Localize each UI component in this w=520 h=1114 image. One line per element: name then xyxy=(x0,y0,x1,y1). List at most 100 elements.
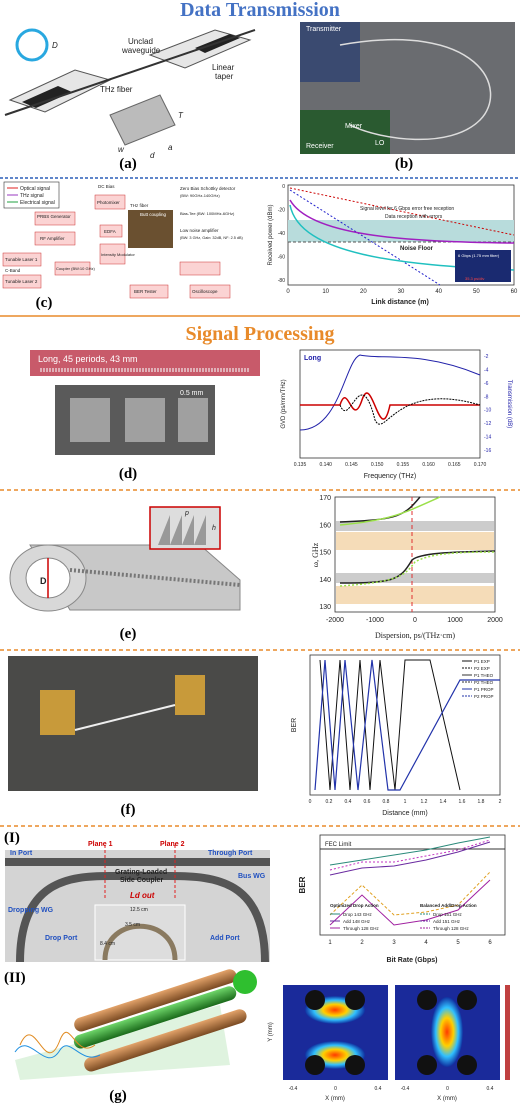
tick-label: 0.2 xyxy=(326,799,333,805)
text: 3.5 cm xyxy=(125,922,140,928)
band xyxy=(288,220,514,242)
tick-label: 0.4 xyxy=(375,1086,382,1092)
tick-label: 3 xyxy=(392,940,396,946)
band xyxy=(336,573,494,583)
panel-g-rods: (II) (g) xyxy=(4,969,257,1104)
tick-label: 0.8 xyxy=(383,799,390,805)
curve xyxy=(329,871,491,916)
text: D xyxy=(40,576,47,586)
text: Plane 2 xyxy=(160,841,185,848)
curve xyxy=(329,839,491,871)
photo-part xyxy=(40,690,75,735)
text: Photomixer xyxy=(97,200,120,205)
block xyxy=(129,284,169,299)
axis-label: BER xyxy=(298,876,307,893)
curve xyxy=(314,659,500,791)
legend-label: P1 PROP xyxy=(474,687,494,692)
legend-label: P1 EXP xyxy=(474,659,490,664)
text: Data reception with errors xyxy=(385,214,443,220)
tick-label: -14 xyxy=(484,435,491,441)
rod xyxy=(73,986,237,1049)
axis-label: X (mm) xyxy=(325,1096,345,1102)
text: w xyxy=(118,145,125,154)
text: Balanced Add/Drop Action xyxy=(420,903,477,908)
text: Noise Floor xyxy=(400,246,434,252)
panel-g-ber: FEC Limit BER Bit Rate (Gbps) Optimized … xyxy=(298,834,506,964)
text: Unclad xyxy=(128,37,153,46)
axis-label: Frequency (THz) xyxy=(364,473,417,480)
hot-spot xyxy=(431,997,463,1067)
axis-label: Link distance (m) xyxy=(371,299,429,306)
tick-label: 0.155 xyxy=(397,462,410,468)
tick-labels: 0 10 20 30 40 50 600-20-40-60-800.135 0.140 0.14… xyxy=(278,184,518,1092)
tick-label: 40 xyxy=(435,289,442,295)
fiber-cross-section xyxy=(15,28,49,62)
panel-b: Transmitter Receiver Mixer LO (b) xyxy=(300,22,515,172)
text: In Port xyxy=(10,850,33,857)
text: THz signal xyxy=(20,193,44,199)
tick-label: 1000 xyxy=(447,617,463,624)
text: 12.5 cm xyxy=(130,907,148,913)
panel-label: (c) xyxy=(36,295,53,311)
panel-label: (b) xyxy=(395,156,413,172)
text: Add Port xyxy=(210,935,240,942)
tick-label: 0.140 xyxy=(319,462,332,468)
taper xyxy=(22,86,72,108)
rod-section xyxy=(345,1055,365,1075)
tick-label: -2 xyxy=(484,354,489,360)
text: Drop Port xyxy=(45,935,78,942)
legend-label: Drop 151 GHz xyxy=(433,912,463,917)
text: PRBS Generator xyxy=(37,214,71,219)
pulse xyxy=(14,1045,101,1059)
axis-label: Transmission (dB) xyxy=(506,380,512,428)
panel-d: Long, 45 periods, 43 mm 0.5 mm (d) Long … xyxy=(30,349,512,482)
axis-label: X (mm) xyxy=(437,1096,457,1102)
tick-label: -80 xyxy=(278,278,285,284)
bus-wg xyxy=(5,858,270,866)
tick-label: 1.6 xyxy=(459,799,466,805)
text: Optical signal xyxy=(20,186,50,192)
legend-label: P2 PROP xyxy=(474,694,494,699)
axis-label: Dispersion, ps/(THz·cm) xyxy=(375,631,455,640)
panel-label: (e) xyxy=(120,626,137,642)
text: Signal level for 6 Gbps error free recep… xyxy=(360,206,454,212)
text: d xyxy=(150,151,155,160)
block xyxy=(99,224,123,238)
text: Low noise amplifier xyxy=(180,228,219,233)
text: THz fiber xyxy=(130,203,149,208)
text: EDFA xyxy=(104,229,116,234)
axis-label: GVD (ps/mm/THz) xyxy=(281,379,287,428)
text: Long xyxy=(304,355,321,362)
dropping-wg xyxy=(16,872,269,963)
axis-label: Bit Rate (Gbps) xyxy=(387,957,438,964)
text: RF Amplifier xyxy=(40,236,65,241)
panel-g-field: Y (mm) X (mm) X (mm) xyxy=(268,985,510,1102)
tick-label: 2000 xyxy=(487,617,503,624)
tick-label: 160 xyxy=(319,522,331,529)
text: FEC Limit xyxy=(325,842,352,848)
tick-label: 140 xyxy=(319,577,331,584)
tick-label: 1.4 xyxy=(440,799,447,805)
mode xyxy=(233,970,257,994)
tick-label: 1 xyxy=(328,940,332,946)
band xyxy=(336,532,494,550)
legend-label: Drop 143 GHz xyxy=(343,912,373,917)
photo-part xyxy=(300,22,360,82)
tick-label: 0 xyxy=(286,289,290,295)
text: 6 Gbps (1.75 mm fiber) xyxy=(458,253,500,258)
tick-label: 1.2 xyxy=(421,799,428,805)
text: Long, 45 periods, 43 mm xyxy=(38,354,138,364)
text: Plane 1 xyxy=(88,841,113,848)
block xyxy=(54,261,91,276)
text: (BW: 3 GHz, Gain: 32dB, NF: 2.5 dB) xyxy=(180,236,244,240)
tick-label: 4 xyxy=(424,940,428,946)
tick-label: -20 xyxy=(278,208,285,214)
text: C-Band xyxy=(5,268,21,273)
rod-section xyxy=(345,990,365,1010)
text: Mixer xyxy=(345,123,363,130)
curve xyxy=(339,551,496,587)
rod-section xyxy=(457,990,477,1010)
text: Transmitter xyxy=(306,26,342,33)
photo-inset xyxy=(94,904,186,961)
block xyxy=(2,274,42,289)
